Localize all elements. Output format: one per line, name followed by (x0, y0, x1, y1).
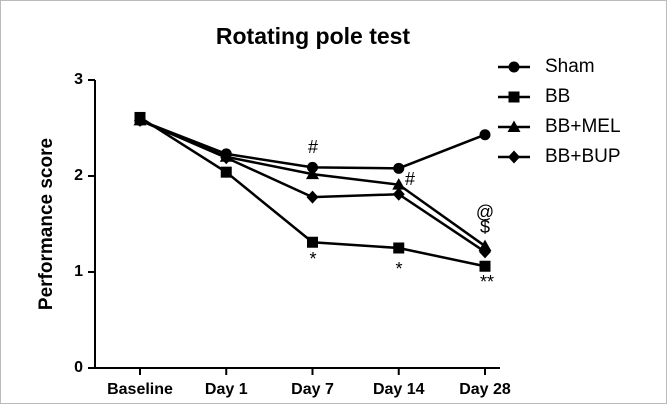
x-tick-label: Day 28 (459, 381, 511, 398)
marker (479, 245, 491, 259)
annotation: @ (476, 202, 494, 222)
y-tick-label: 3 (74, 71, 83, 88)
legend-label: BB (545, 86, 570, 107)
x-tick-label: Day 14 (373, 381, 425, 398)
marker (392, 178, 406, 190)
chart-title: Rotating pole test (216, 23, 411, 49)
annotation: # (308, 137, 318, 157)
marker (479, 129, 491, 141)
marker (393, 242, 405, 254)
legend-label: Sham (545, 56, 595, 77)
legend-marker (508, 91, 520, 103)
marker (479, 260, 491, 272)
annotation: ** (480, 272, 494, 292)
marker (306, 167, 319, 180)
annotation: # (405, 169, 415, 189)
annotation: * (309, 249, 316, 269)
y-tick-label: 0 (74, 359, 83, 376)
y-axis-label: Performance score (36, 138, 57, 310)
x-tick-label: Day 7 (291, 381, 334, 398)
legend-label: BB+BUP (545, 146, 621, 167)
marker (307, 161, 318, 173)
y-tick-label: 1 (74, 263, 83, 280)
marker (220, 151, 233, 165)
x-tick-label: Day 1 (205, 381, 248, 398)
marker (307, 236, 318, 248)
legend-marker (508, 61, 520, 73)
marker (393, 162, 405, 174)
y-tick-label: 2 (74, 167, 83, 184)
annotation: $ (480, 217, 490, 237)
marker (306, 190, 319, 204)
marker (220, 166, 232, 178)
legend-marker (508, 150, 520, 164)
legend-label: BB+MEL (545, 116, 621, 137)
x-tick-label: Baseline (107, 381, 173, 398)
legend-marker (507, 120, 521, 132)
marker (134, 113, 146, 127)
annotation: * (395, 259, 402, 279)
marker (392, 187, 405, 201)
